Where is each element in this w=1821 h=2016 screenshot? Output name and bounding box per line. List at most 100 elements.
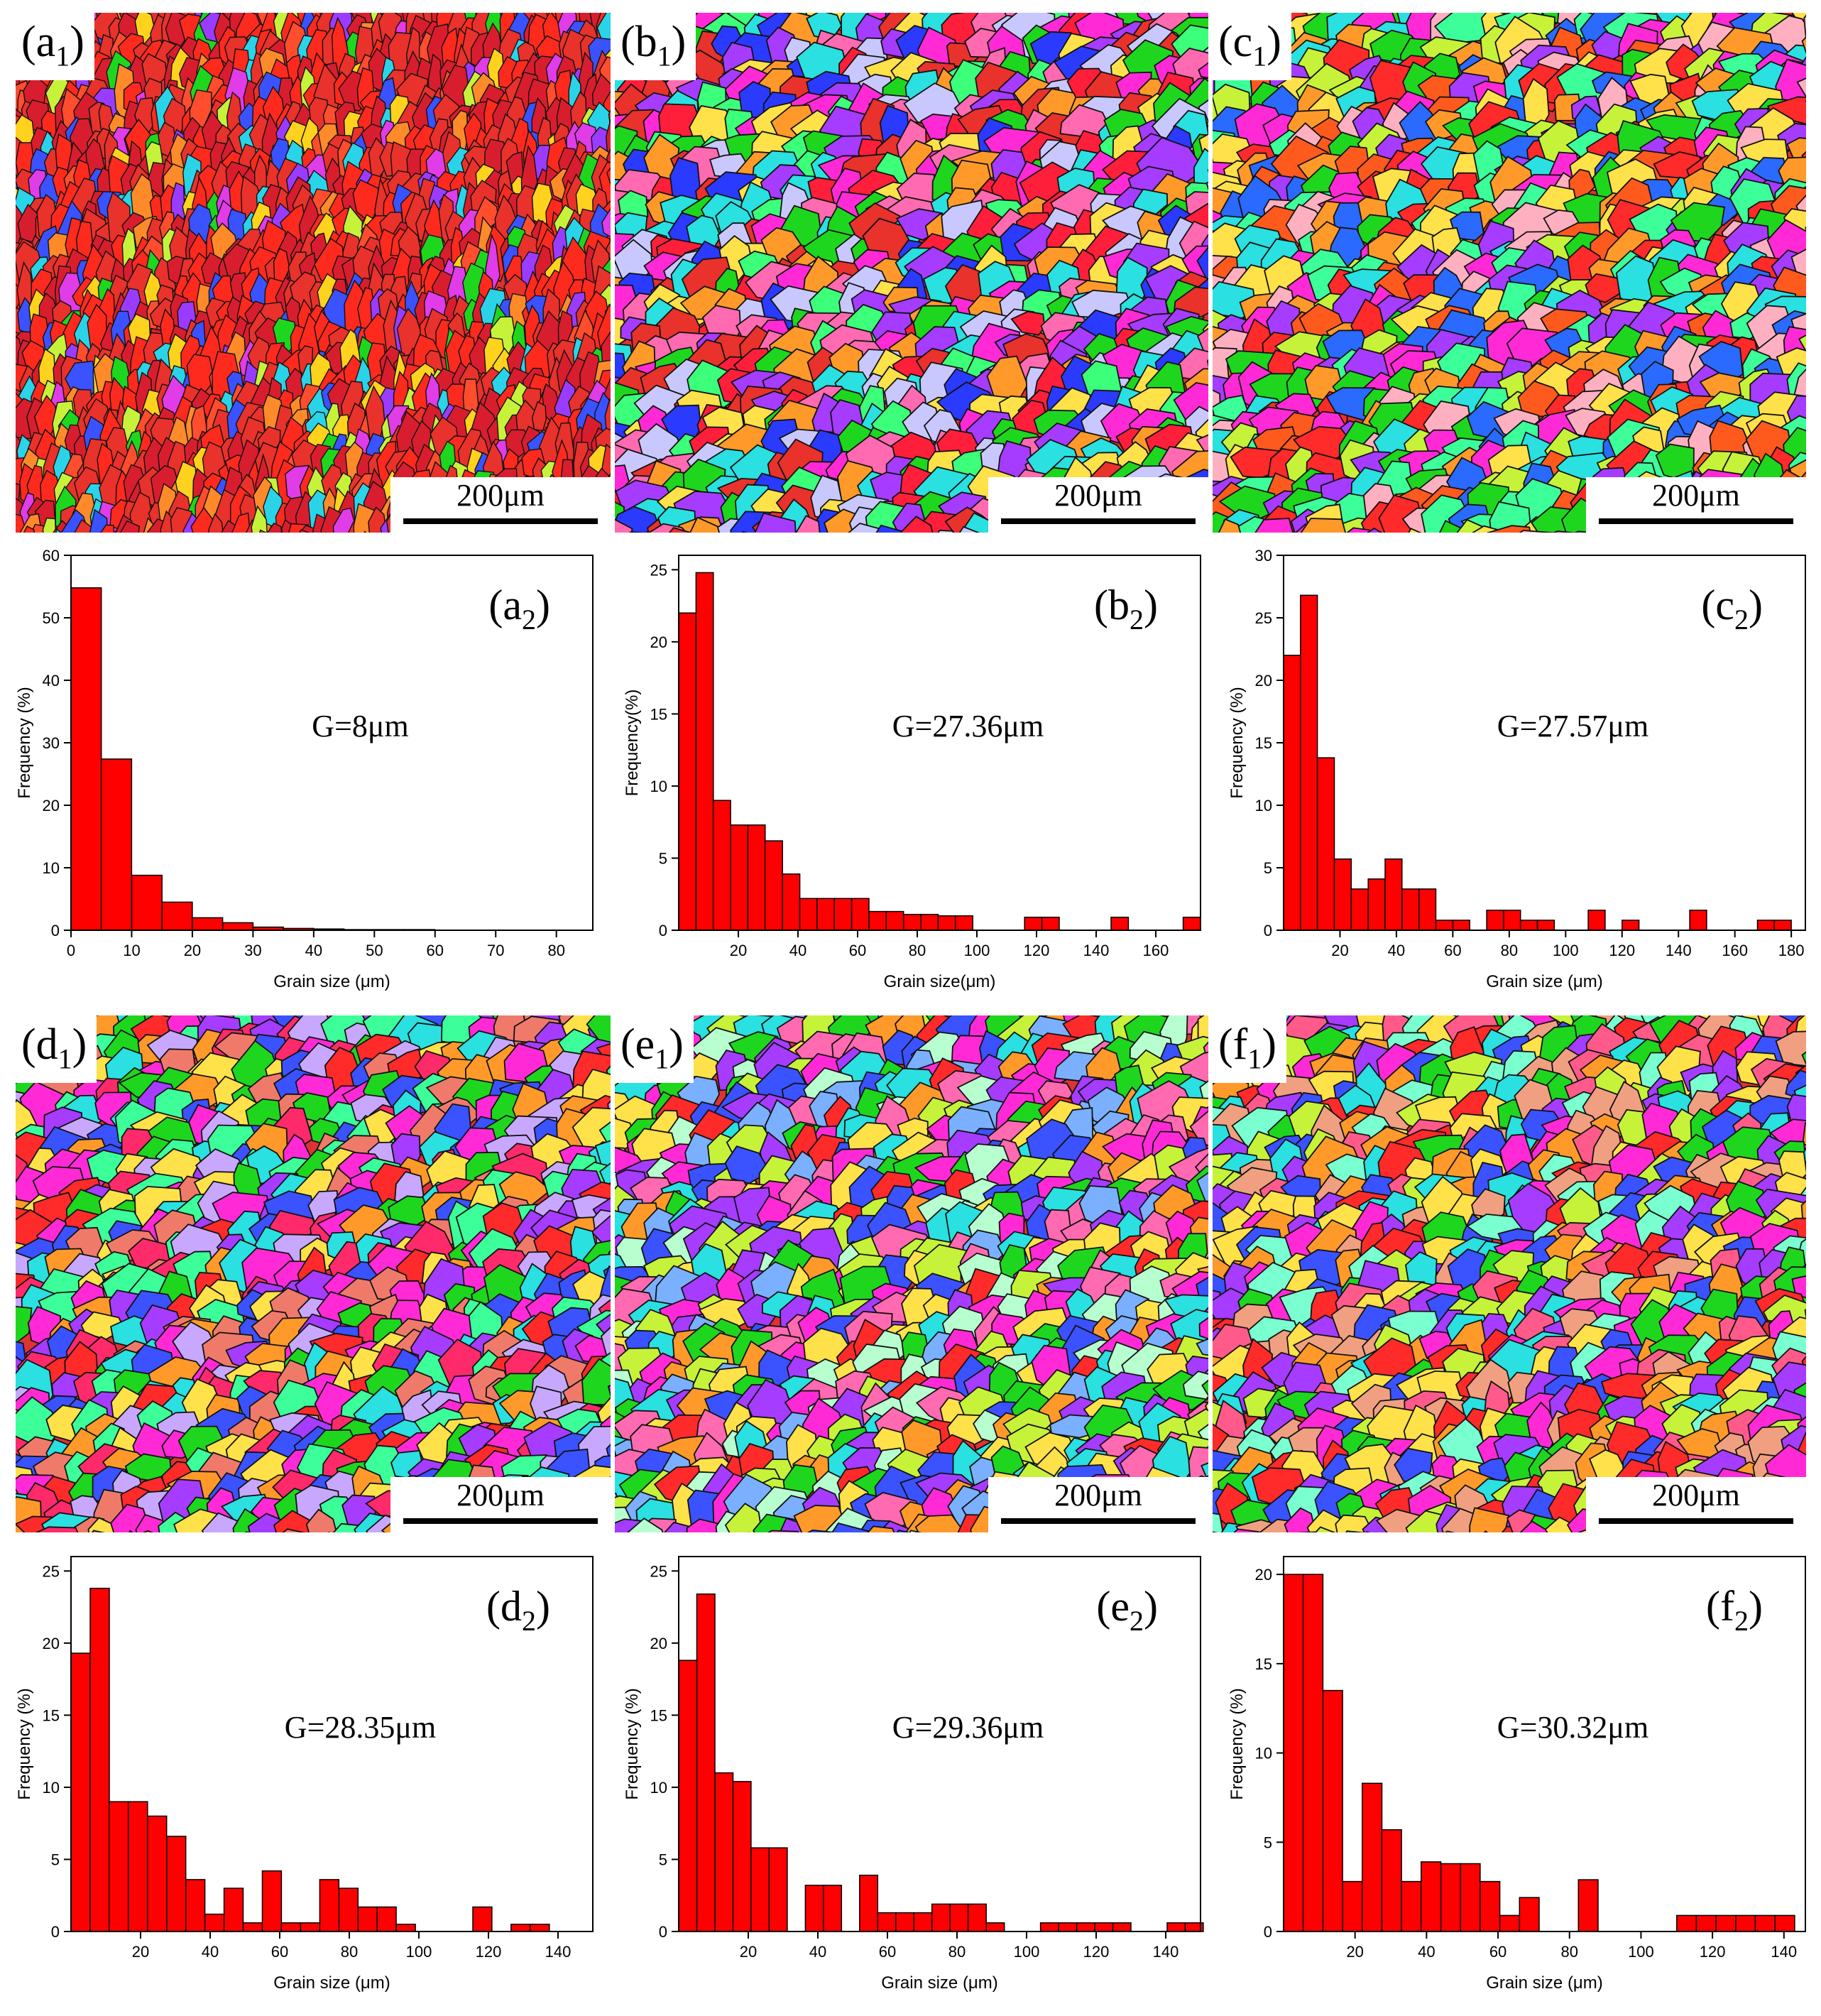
grain (282, 1528, 305, 1532)
grain (806, 1529, 841, 1532)
x-tick-label: 0 (67, 942, 75, 959)
mean-grain-size: G=27.57μm (1497, 709, 1648, 743)
grain (1205, 121, 1208, 129)
y-tick-label: 60 (43, 547, 60, 565)
scale-bar-line (1001, 518, 1196, 524)
y-tick-label: 30 (1255, 547, 1272, 565)
histogram-bar (1316, 757, 1335, 931)
histogram-bar (747, 824, 766, 931)
grain (606, 119, 611, 158)
y-tick-label: 10 (43, 859, 60, 877)
grain (937, 529, 954, 533)
x-tick-label: 40 (789, 942, 806, 959)
y-tick-label: 20 (650, 633, 667, 651)
x-axis-label: Grain size(μm) (884, 972, 996, 991)
grain (1796, 77, 1806, 98)
y-tick-label: 10 (1255, 797, 1272, 814)
panel-label: (a1) (16, 13, 94, 81)
grain (607, 1385, 611, 1398)
histogram-bar (1350, 888, 1369, 931)
grain (958, 525, 980, 533)
grain (1803, 14, 1806, 45)
panel-label: (b2) (1094, 582, 1158, 636)
grain (795, 515, 821, 533)
histogram-bar (1622, 920, 1640, 931)
ebsd-map-f1: (f1) 200μm (1213, 1015, 1806, 1532)
grain (1193, 148, 1208, 193)
histogram-bar (131, 874, 163, 931)
y-tick-label: 20 (43, 797, 60, 814)
grain (1218, 518, 1242, 533)
grain (754, 512, 797, 533)
grain (259, 529, 267, 533)
panel-label: (e1) (615, 1015, 694, 1084)
grain (741, 530, 748, 533)
x-tick-label: 20 (1331, 942, 1348, 959)
histogram-c2: 20 40 60 80 100 120 140 160 180 0 5 10 15 20 25 30 Grain… (1213, 547, 1816, 1008)
panel-label: (a2) (488, 582, 550, 636)
x-tick-label: 100 (1553, 942, 1579, 959)
grain-mosaic (16, 13, 611, 533)
scale-bar-label: 200μm (456, 1478, 545, 1513)
grain (628, 531, 648, 533)
histogram-bar (695, 572, 714, 931)
ebsd-map-a1: (a1) 200μm (16, 13, 611, 533)
histogram-bar (782, 873, 801, 931)
x-tick-label: 20 (730, 942, 747, 959)
grain-mosaic (615, 1015, 1208, 1532)
histogram-bar (1773, 920, 1792, 931)
grain (1182, 1371, 1208, 1400)
histogram-bar (868, 910, 887, 931)
histogram-bar (1435, 920, 1454, 931)
grain (1198, 1317, 1208, 1340)
x-tick-label: 30 (244, 942, 261, 959)
y-tick-label: 10 (650, 778, 667, 795)
x-tick-label: 50 (366, 942, 383, 959)
histogram-bar (902, 913, 922, 931)
grain-mosaic (16, 1015, 611, 1532)
grain (1198, 133, 1208, 155)
scale-bar-label: 200μm (1054, 1478, 1142, 1513)
grain (689, 516, 721, 533)
x-tick-label: 80 (1501, 942, 1518, 959)
y-tick-label: 0 (51, 922, 60, 939)
grain (363, 530, 367, 533)
panel-label: (c1) (1213, 13, 1291, 81)
histogram-bar (1384, 858, 1403, 931)
scale-bar-line (403, 518, 598, 524)
grain (767, 1530, 799, 1532)
histogram-bar (678, 612, 697, 931)
y-tick-label: 20 (1255, 672, 1272, 690)
grain (601, 207, 611, 238)
panel-label: (c2) (1701, 582, 1763, 636)
grain (909, 1530, 922, 1532)
grain (1254, 518, 1294, 533)
grain (1196, 1338, 1208, 1356)
histogram-bar (799, 898, 818, 931)
x-tick-label: 140 (1083, 942, 1110, 959)
histogram-a2: 0 10 20 30 40 50 60 70 80 0 10 20 30 40 50 60 Grain size… (0, 547, 603, 1008)
y-axis-label: Frequency (%) (15, 687, 34, 798)
histogram-bar (816, 898, 836, 931)
grain (1767, 96, 1806, 125)
y-tick-label: 25 (1255, 609, 1272, 627)
y-tick-label: 0 (1264, 922, 1272, 939)
histogram-bar (1689, 910, 1707, 931)
grain (142, 1530, 153, 1532)
grain (914, 1514, 966, 1532)
grain (609, 1181, 611, 1187)
histogram-bar (70, 587, 102, 931)
grain-mosaic (1213, 1015, 1806, 1532)
histogram-bar (1283, 655, 1301, 931)
x-tick-label: 60 (849, 942, 866, 959)
x-tick-label: 120 (1024, 942, 1050, 959)
grain (273, 1510, 315, 1532)
y-tick-label: 5 (659, 849, 667, 867)
grain (724, 1503, 763, 1532)
histogram-bar (937, 915, 956, 931)
histogram-bar (765, 840, 783, 931)
grain (100, 524, 115, 533)
grain (899, 516, 934, 533)
